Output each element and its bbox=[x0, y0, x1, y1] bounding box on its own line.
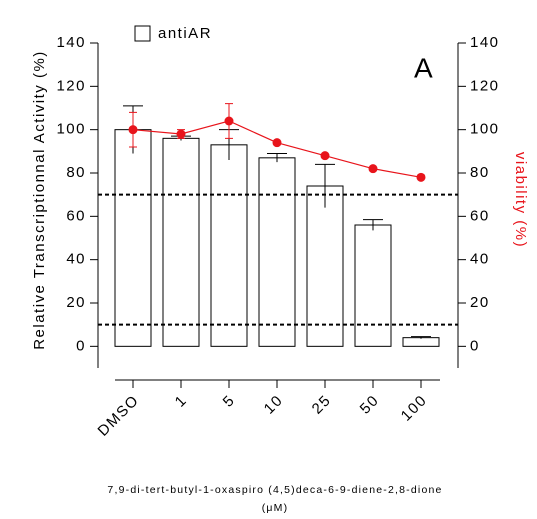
y-axis-label: Relative Transcriptionnal Activity (%) bbox=[31, 50, 48, 350]
error-bar bbox=[411, 336, 431, 339]
error-bar bbox=[315, 163, 335, 208]
y-tick-label: 60 bbox=[66, 207, 86, 224]
x-tick-label: 25 bbox=[309, 392, 335, 418]
point bbox=[368, 164, 378, 174]
x-tick-label: 5 bbox=[220, 392, 239, 411]
y2-tick-label: 0 bbox=[470, 337, 480, 354]
bar bbox=[258, 157, 296, 347]
error-bar bbox=[363, 219, 383, 231]
x-tick-label: DMSO bbox=[95, 392, 143, 440]
point bbox=[128, 125, 138, 135]
bar bbox=[306, 185, 344, 347]
y2-tick-label: 80 bbox=[470, 164, 490, 181]
bar bbox=[354, 224, 392, 347]
y2-tick-label: 20 bbox=[470, 294, 490, 311]
y-tick-label: 20 bbox=[66, 294, 86, 311]
point bbox=[176, 129, 186, 139]
legend-label: antiAR bbox=[158, 25, 212, 42]
bar bbox=[114, 129, 152, 347]
y2-axis-label: viability (%) bbox=[512, 152, 529, 248]
y2-tick-label: 120 bbox=[470, 77, 500, 94]
bar bbox=[210, 144, 248, 347]
bar bbox=[402, 337, 440, 347]
x-axis-unit: (μM) bbox=[262, 502, 289, 514]
y-tick-label: 40 bbox=[66, 251, 86, 268]
y2-tick-label: 60 bbox=[470, 207, 490, 224]
x-tick-label: 50 bbox=[357, 392, 383, 418]
y-tick-label: 120 bbox=[56, 77, 86, 94]
x-axis-label: 7,9-di-tert-butyl-1-oxaspiro (4,5)deca-6… bbox=[107, 484, 442, 496]
x-tick-label: 10 bbox=[261, 392, 287, 418]
y2-tick-label: 140 bbox=[470, 34, 500, 51]
y-tick-label: 80 bbox=[66, 164, 86, 181]
point bbox=[320, 151, 330, 161]
y-tick-label: 140 bbox=[56, 34, 86, 51]
error-bar bbox=[267, 153, 287, 163]
y2-tick-label: 40 bbox=[470, 251, 490, 268]
y2-tick-label: 100 bbox=[470, 121, 500, 138]
x-tick-label: 1 bbox=[172, 392, 191, 411]
y-tick-label: 100 bbox=[56, 121, 86, 138]
y-tick-label: 0 bbox=[76, 337, 86, 354]
panel-label: A bbox=[414, 52, 433, 83]
x-tick-label: 100 bbox=[398, 392, 431, 425]
bar bbox=[162, 137, 200, 347]
point bbox=[224, 116, 234, 126]
legend-swatch bbox=[134, 25, 151, 42]
point bbox=[272, 138, 282, 148]
point bbox=[416, 172, 426, 182]
